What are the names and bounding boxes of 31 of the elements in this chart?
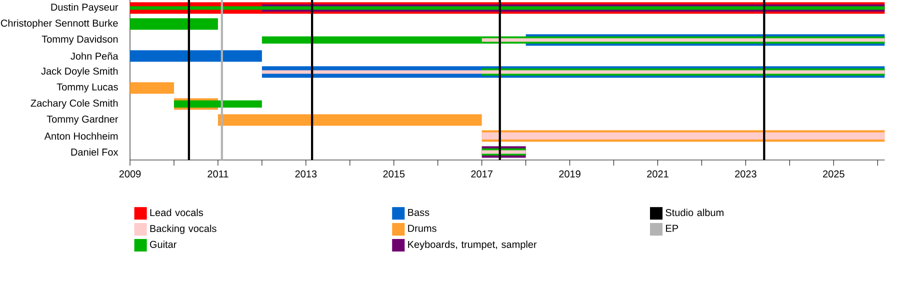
y-tick-label: Tommy Lucas <box>56 84 118 92</box>
y-tick-label: Tommy Gardner <box>46 115 118 125</box>
legend-label: Bass <box>408 208 430 216</box>
bar <box>130 50 262 62</box>
bar <box>218 114 482 126</box>
y-tick-label: Christopher Sennott Burke <box>0 19 118 29</box>
x-tick-label: 2021 <box>647 170 668 178</box>
y-tick-label: Dustin Payseur <box>51 3 118 13</box>
bar <box>174 100 262 108</box>
legend-label: Studio album <box>666 208 724 216</box>
legend-label: Keyboards, trumpet, sampler <box>408 240 537 250</box>
legend-label: Lead vocals <box>150 208 204 216</box>
y-tick-label: Tommy Davidson <box>42 35 118 45</box>
x-tick-label: 2023 <box>735 170 756 178</box>
y-tick-label: Daniel Fox <box>71 148 118 156</box>
legend-label: Drums <box>408 224 436 232</box>
legend-label: Backing vocals <box>150 224 216 234</box>
x-tick-label: 2019 <box>559 170 580 178</box>
x-tick-label: 2011 <box>208 170 228 178</box>
x-tick-label: 2017 <box>471 170 492 178</box>
x-tick-label: 2009 <box>119 170 141 178</box>
x-tick-label: 2025 <box>823 170 844 178</box>
y-tick-label: Zachary Cole Smith <box>30 99 118 109</box>
y-tick-label: Jack Doyle Smith <box>41 67 118 77</box>
x-tick-label: 2015 <box>383 170 405 178</box>
y-tick-label: John Peña <box>70 52 118 60</box>
legend-label: EP <box>666 224 678 232</box>
legend-label: Guitar <box>150 240 177 248</box>
bar <box>130 82 174 94</box>
x-tick-label: 2013 <box>295 170 317 178</box>
y-tick-label: Anton Hochheim <box>44 132 118 140</box>
